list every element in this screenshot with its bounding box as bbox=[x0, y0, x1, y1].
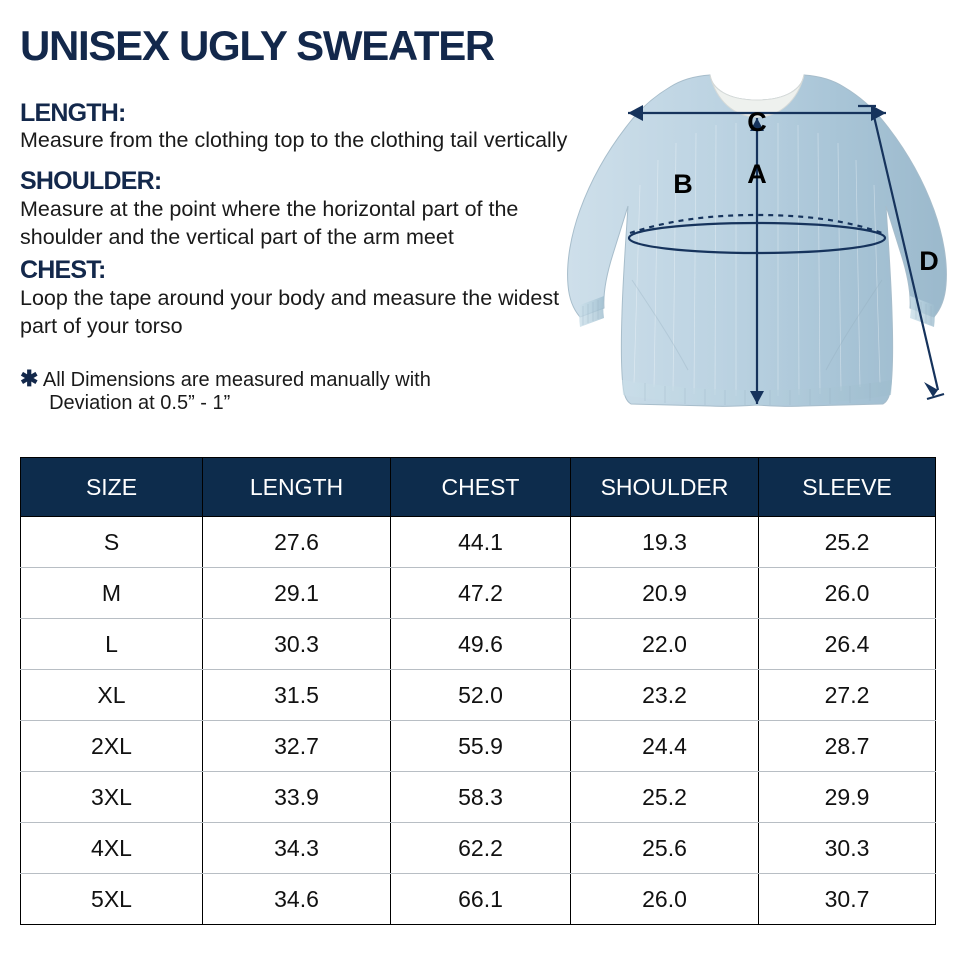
svg-text:D: D bbox=[919, 246, 939, 276]
svg-text:A: A bbox=[747, 159, 767, 189]
svg-text:B: B bbox=[673, 169, 693, 199]
svg-text:C: C bbox=[747, 107, 767, 137]
